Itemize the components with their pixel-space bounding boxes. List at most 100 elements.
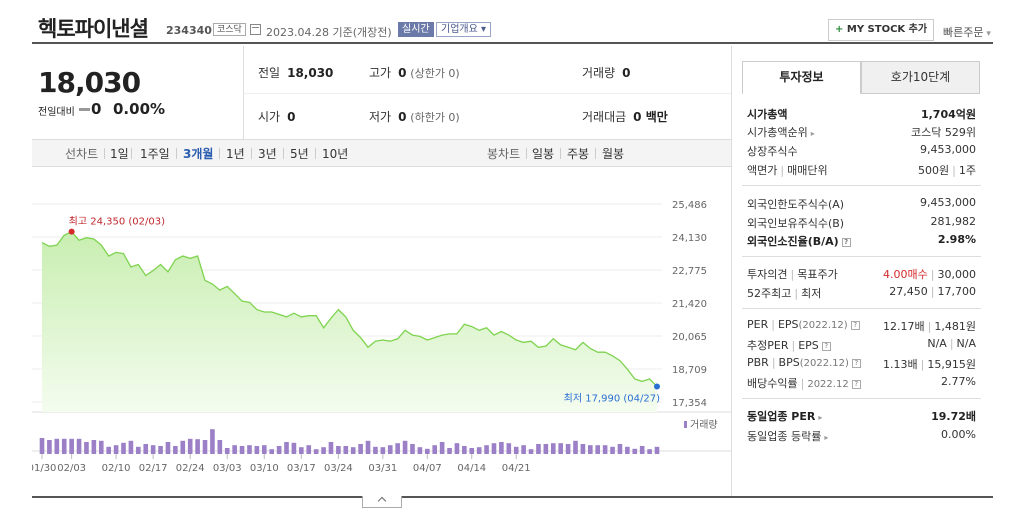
- period-1y[interactable]: 1년: [226, 147, 245, 161]
- help-icon[interactable]: ?: [841, 238, 851, 247]
- divider: [560, 148, 561, 159]
- y-tick-label: 20,065: [672, 332, 707, 343]
- volume-bar: [91, 440, 97, 454]
- info-tabs: 투자정보 호가10단계: [742, 61, 981, 94]
- divider: [131, 148, 132, 159]
- volume-legend-swatch: [684, 421, 687, 428]
- industry-rate-link[interactable]: 동일업종 등락률 ▸: [747, 430, 829, 443]
- chart-period-bar: 선차트 1일 1주일 3개월 1년 3년 5년 10년 봉차트 일봉 주봉 월봉: [32, 140, 731, 167]
- x-tick-label: 03/10: [250, 463, 279, 474]
- chevron-right-icon: ▸: [810, 129, 815, 138]
- period-3m[interactable]: 3개월: [183, 147, 214, 161]
- volume-bar: [417, 447, 423, 454]
- volume-bar: [217, 440, 223, 454]
- pbr-bps-row: PBR | BPS(2022.12)? 1.13배 | 15,915원: [747, 356, 976, 371]
- quick-order-dropdown[interactable]: 빠른주문 ▾: [943, 24, 991, 40]
- x-tick-label: 02/10: [102, 463, 131, 474]
- volume-bar: [410, 444, 415, 454]
- candle-weekly[interactable]: 주봉: [567, 147, 590, 161]
- volume-bar: [588, 445, 593, 454]
- market-badge: 코스닥: [213, 23, 246, 36]
- volume-bar: [84, 442, 89, 454]
- low-point: [654, 383, 660, 390]
- help-icon[interactable]: ?: [850, 321, 860, 330]
- volume-bar: [491, 443, 497, 454]
- y-tick-label: 18,709: [672, 365, 707, 376]
- period-10y[interactable]: 10년: [322, 147, 349, 161]
- volume-bar: [558, 443, 563, 454]
- price-area: [42, 231, 657, 412]
- period-1w[interactable]: 1주일: [140, 147, 170, 161]
- x-tick-label: 01/30: [32, 463, 56, 474]
- tab-invest-info[interactable]: 투자정보: [742, 61, 861, 94]
- divider: [731, 46, 732, 496]
- x-tick-label: 03/24: [324, 463, 353, 474]
- volume-bar: [469, 448, 475, 454]
- price-panel: 18,030 전일대비 0 0.00% 전일 18,030 고가 0 (상한가 0)…: [32, 46, 731, 140]
- divider: [315, 148, 316, 159]
- volume-bar: [247, 445, 252, 454]
- industry-rate-row: 동일업종 등락률 ▸ 0.00%: [747, 428, 976, 443]
- volume-bar: [39, 438, 45, 454]
- divider: [176, 148, 177, 159]
- expand-chart-button[interactable]: [362, 496, 402, 508]
- divider: [742, 185, 981, 186]
- candle-monthly[interactable]: 월봉: [602, 147, 625, 161]
- y-tick-label: 22,775: [672, 266, 707, 277]
- volume-bar: [158, 446, 163, 454]
- volume-bar: [113, 445, 119, 454]
- realtime-button[interactable]: 실시간: [398, 22, 434, 37]
- period-1d[interactable]: 1일: [110, 147, 129, 161]
- volume-bar: [187, 438, 193, 454]
- volume-bar: [602, 445, 608, 454]
- help-icon[interactable]: ?: [821, 342, 831, 351]
- market-cap-rank-row: 시가총액순위 ▸ 코스닥 529위: [747, 126, 976, 139]
- add-mystock-button[interactable]: + MY STOCK 추가: [828, 19, 935, 41]
- volume-bar: [202, 440, 208, 454]
- stock-header: 헥토파이낸셜 234340 코스닥 2023.04.28 기준(개장전) 실시간…: [32, 0, 993, 44]
- x-tick-label: 02/24: [176, 463, 205, 474]
- plus-icon: +: [835, 24, 847, 35]
- candle-chart-label: 봉차트: [487, 147, 521, 161]
- volume-bar: [432, 445, 438, 454]
- trade-amount: 거래대금 0 백만: [582, 110, 668, 124]
- volume-bar: [425, 448, 430, 454]
- volume-bar: [61, 438, 67, 454]
- volume-bar: [276, 446, 282, 454]
- volume-bar: [336, 446, 341, 454]
- market-cap-row: 시가총액 1,704억원: [747, 108, 976, 121]
- x-tick-label: 03/31: [368, 463, 397, 474]
- divider: [283, 148, 284, 159]
- volume-bar: [647, 449, 652, 454]
- volume-bar: [625, 446, 630, 454]
- company-info-dropdown[interactable]: 기업개요 ▾: [436, 22, 492, 37]
- help-icon[interactable]: ?: [851, 380, 861, 389]
- volume-bar: [328, 442, 334, 454]
- divider: [742, 308, 981, 309]
- foreign-limit-row: 외국인한도주식수(A) 9,453,000: [747, 196, 976, 211]
- volume-bar: [321, 447, 326, 454]
- volume-bar: [610, 446, 615, 454]
- volume-bar: [550, 443, 556, 454]
- period-3y[interactable]: 3년: [258, 147, 277, 161]
- volume-bar: [632, 448, 638, 454]
- calendar-icon: [250, 24, 261, 35]
- chevron-down-icon: ▾: [983, 29, 991, 39]
- volume-bar: [476, 447, 482, 454]
- low-annotation: 최저 17,990 (04/27): [564, 393, 660, 405]
- y-tick-label: 17,354: [672, 398, 707, 409]
- price-chart[interactable]: 최고 24,350 (02/03) 최저 17,990 (04/27) 25,48…: [28, 167, 731, 497]
- volume-bar: [195, 439, 200, 454]
- volume-bar: [128, 440, 134, 454]
- help-icon[interactable]: ?: [851, 359, 861, 368]
- period-5y[interactable]: 5년: [290, 147, 309, 161]
- candle-daily[interactable]: 일봉: [532, 147, 555, 161]
- tab-order-book[interactable]: 호가10단계: [861, 61, 980, 94]
- change-value: 0: [91, 100, 102, 118]
- industry-per-link[interactable]: 동일업종 PER ▸: [747, 410, 823, 423]
- market-cap-rank-link[interactable]: 시가총액순위 ▸: [747, 126, 815, 139]
- volume: 거래량 0: [582, 66, 631, 80]
- divider: [742, 256, 981, 257]
- volume-bar: [402, 440, 408, 454]
- change-label: 전일대비: [38, 107, 75, 118]
